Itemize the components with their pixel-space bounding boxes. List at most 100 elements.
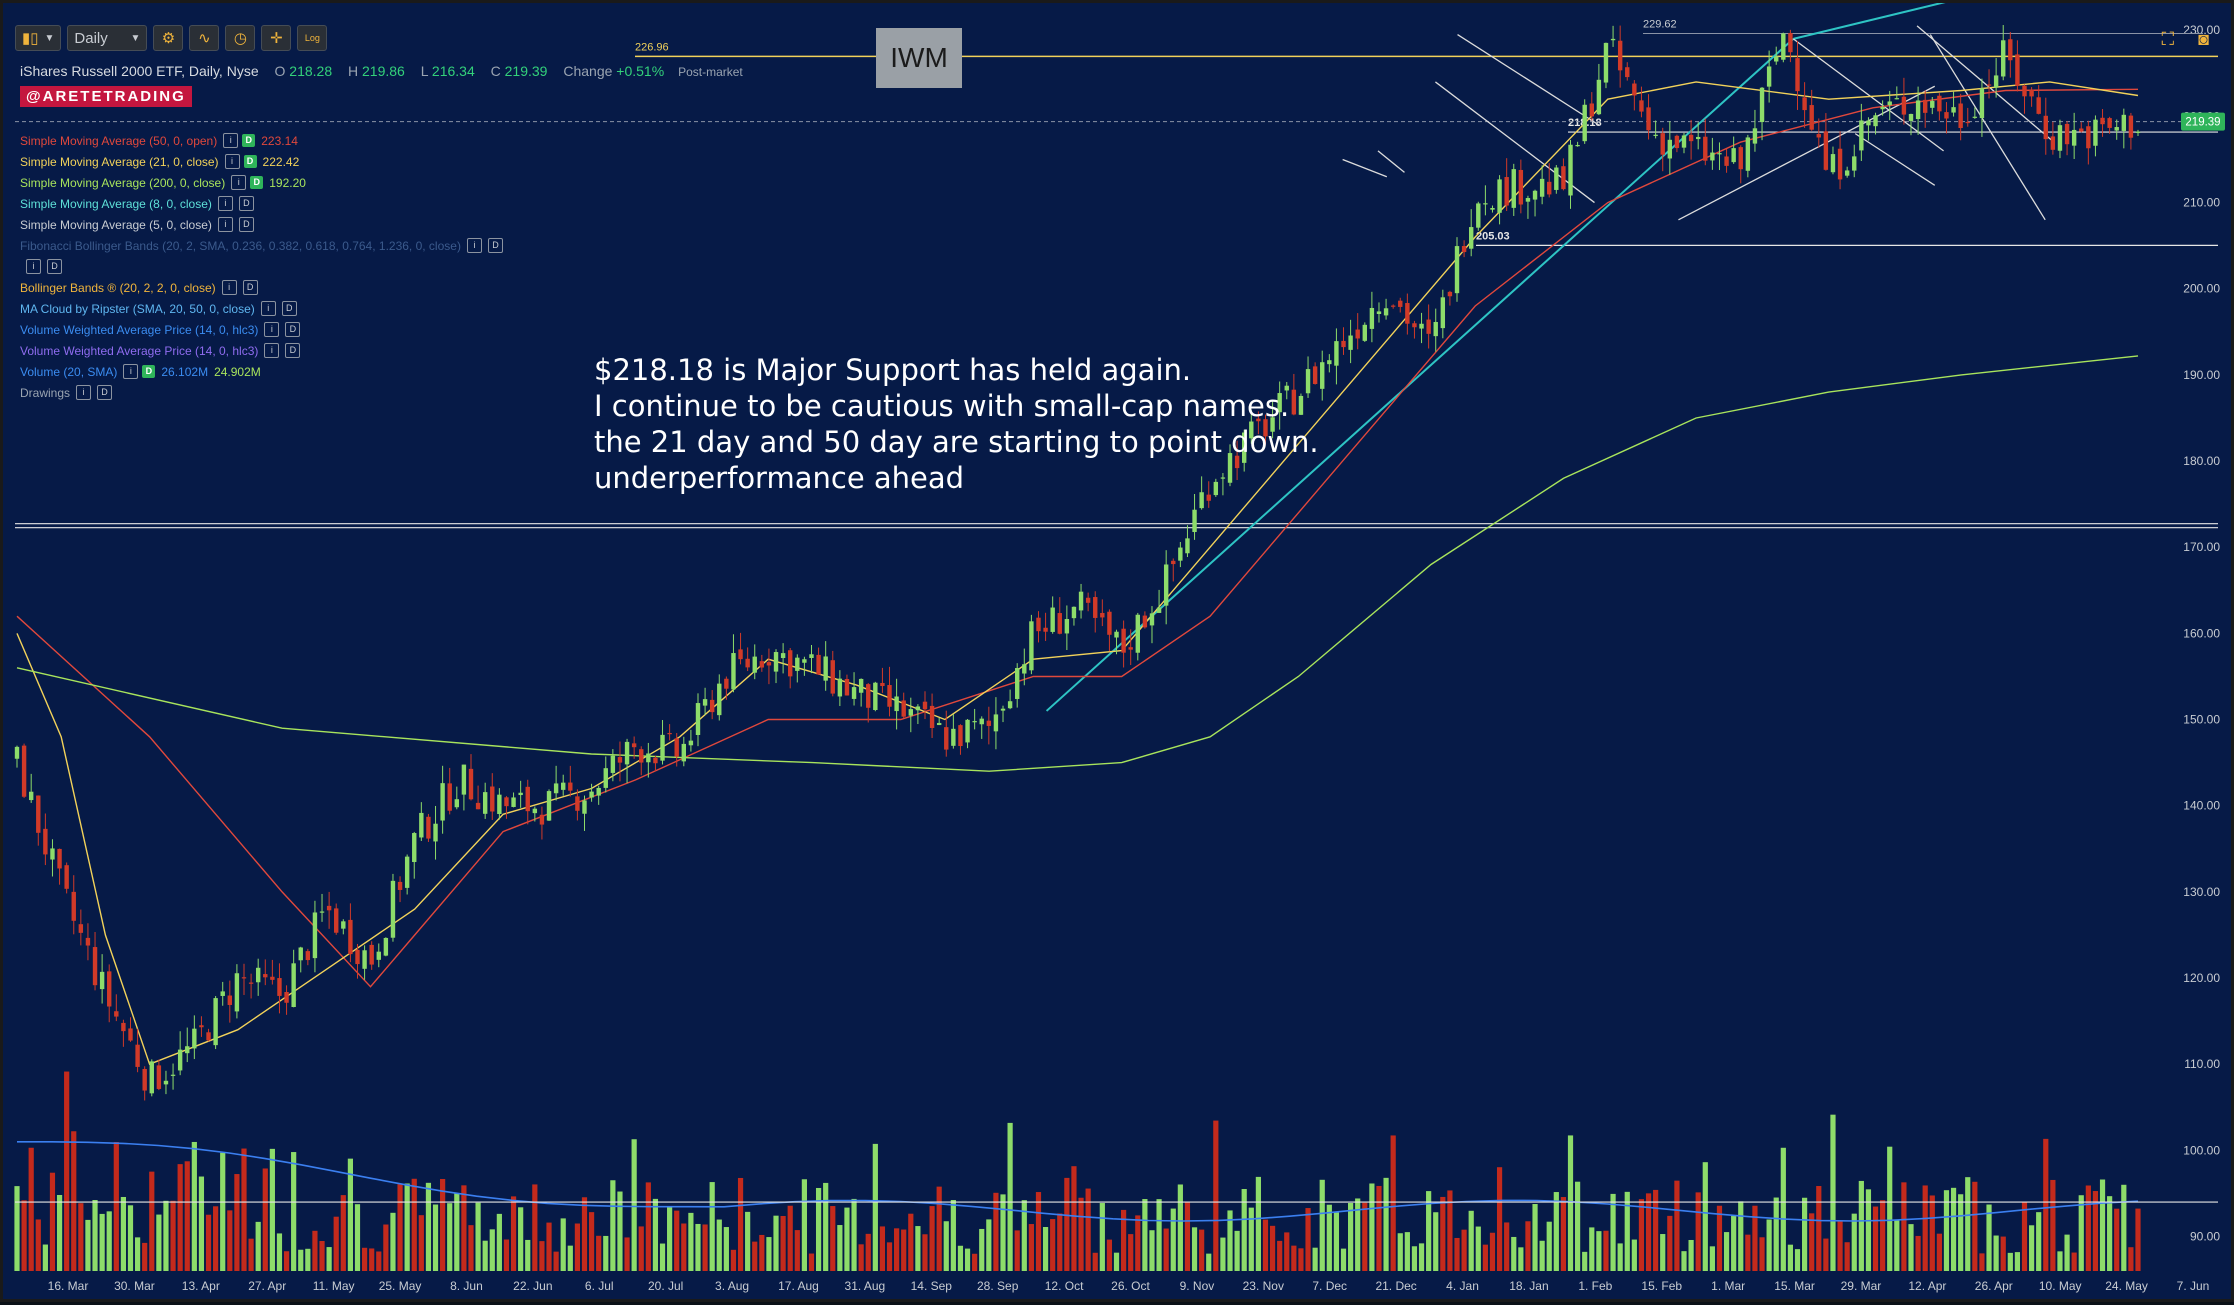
- volume-bar: [2057, 1251, 2063, 1271]
- y-tick-label: 130.00: [2183, 885, 2220, 899]
- change-label: Change: [563, 63, 613, 79]
- interval-select[interactable]: Daily ▼: [67, 25, 148, 51]
- candle-body: [1859, 120, 1864, 151]
- candle-body: [1100, 612, 1105, 618]
- data-window-icon[interactable]: D: [47, 259, 62, 274]
- volume-bar: [78, 1203, 84, 1271]
- y-tick-label: 90.00: [2190, 1230, 2220, 1244]
- candle-body: [851, 687, 857, 699]
- data-window-icon[interactable]: D: [243, 155, 257, 168]
- data-window-icon[interactable]: D: [281, 301, 297, 316]
- info-icon[interactable]: i: [217, 196, 233, 211]
- volume-bar: [2050, 1179, 2056, 1271]
- info-icon[interactable]: i: [264, 322, 280, 337]
- candle-body: [213, 998, 218, 1046]
- volume-bar: [1475, 1226, 1481, 1271]
- candle-body: [1220, 477, 1226, 479]
- x-tick-label: 9. Nov: [1180, 1279, 1215, 1293]
- x-tick-label: 18. Jan: [1509, 1279, 1548, 1293]
- legend-row[interactable]: Simple Moving Average (50, 0, open) i D 223…: [20, 130, 503, 151]
- chart-type-button[interactable]: ▮▯ ▼: [15, 25, 62, 51]
- volume-bar: [1433, 1212, 1439, 1271]
- candle-body: [1547, 181, 1552, 195]
- candle-body: [944, 727, 949, 750]
- candle-body: [284, 992, 289, 1003]
- log-scale-button[interactable]: Log: [297, 25, 328, 51]
- candle-body: [1781, 33, 1786, 60]
- legend-row[interactable]: Volume Weighted Average Price (14, 0, hl…: [20, 319, 503, 340]
- info-icon[interactable]: i: [264, 343, 280, 358]
- clock-button[interactable]: ◷: [225, 25, 256, 51]
- data-window-icon[interactable]: D: [242, 134, 256, 147]
- info-icon[interactable]: i: [466, 238, 482, 253]
- info-icon[interactable]: i: [76, 385, 92, 400]
- candle-body: [1965, 121, 1970, 124]
- data-window-icon[interactable]: D: [142, 365, 156, 378]
- candle-body: [653, 757, 658, 764]
- volume-bar: [1929, 1195, 1935, 1271]
- candle-body: [1993, 75, 1999, 88]
- volume-bar: [560, 1218, 566, 1271]
- camera-icon[interactable]: ◙: [2198, 29, 2209, 49]
- legend-row[interactable]: Volume (20, SMA) i D 26.102M 24.902M: [20, 361, 503, 382]
- candle-body: [561, 782, 566, 790]
- volume-bar: [1823, 1238, 1829, 1271]
- info-icon[interactable]: i: [224, 154, 240, 169]
- volume-bar: [1156, 1199, 1162, 1271]
- data-window-icon[interactable]: D: [238, 196, 254, 211]
- candle-body: [390, 880, 396, 938]
- data-window-icon[interactable]: D: [250, 176, 264, 189]
- volume-bar: [1880, 1200, 1886, 1271]
- info-icon[interactable]: i: [123, 364, 139, 379]
- candle-body: [936, 722, 942, 726]
- data-window-icon[interactable]: D: [238, 217, 254, 232]
- legend-row[interactable]: Simple Moving Average (200, 0, close) i D 1…: [20, 172, 503, 193]
- legend-row[interactable]: Bollinger Bands ® (20, 2, 2, 0, close) i D: [20, 277, 503, 298]
- legend-row[interactable]: Volume Weighted Average Price (14, 0, hl…: [20, 340, 503, 361]
- volume-bar: [1525, 1221, 1531, 1271]
- data-window-icon[interactable]: D: [97, 385, 113, 400]
- info-icon[interactable]: i: [26, 259, 41, 274]
- info-icon[interactable]: i: [231, 175, 247, 190]
- info-icon[interactable]: i: [217, 217, 233, 232]
- data-window-icon[interactable]: D: [487, 238, 503, 253]
- candle-body: [206, 1032, 211, 1041]
- candle-body: [802, 659, 807, 663]
- volume-bar: [1653, 1189, 1659, 1271]
- data-window-icon[interactable]: D: [285, 322, 301, 337]
- legend-row[interactable]: Simple Moving Average (5, 0, close) i D: [20, 214, 503, 235]
- volume-bar: [248, 1238, 254, 1271]
- candle-body: [724, 678, 729, 689]
- crosshair-button[interactable]: ✛: [261, 25, 292, 51]
- candle-body: [1837, 148, 1843, 180]
- info-icon[interactable]: i: [223, 133, 239, 148]
- last-price-label: 219.39: [2185, 117, 2220, 129]
- legend-row[interactable]: Fibonacci Bollinger Bands (20, 2, SMA, 0…: [20, 235, 503, 256]
- data-window-icon[interactable]: D: [242, 280, 258, 295]
- candle-body: [92, 947, 98, 986]
- volume-bar: [631, 1139, 637, 1271]
- candle-body: [858, 678, 864, 693]
- volume-bar: [553, 1251, 559, 1271]
- legend-row[interactable]: Drawings i D: [20, 382, 503, 403]
- settings-button[interactable]: ⚙: [153, 25, 184, 51]
- data-window-icon[interactable]: D: [285, 343, 301, 358]
- info-icon[interactable]: i: [221, 280, 237, 295]
- volume-bar: [1099, 1203, 1105, 1271]
- x-tick-label: 14. Sep: [911, 1279, 953, 1293]
- legend-row[interactable]: Simple Moving Average (21, 0, close) i D 22…: [20, 151, 503, 172]
- indicators-button[interactable]: ∿: [189, 25, 220, 51]
- legend-label: Volume (20, SMA): [20, 364, 118, 379]
- candle-body: [873, 682, 878, 711]
- price-chart[interactable]: 90.00 100.00 110.00 120.00 130.00 140.00 150.0…: [3, 3, 2234, 1305]
- legend-row[interactable]: Simple Moving Average (8, 0, close) i D: [20, 193, 503, 214]
- annotation-line: underperformance ahead: [594, 461, 965, 495]
- volume-bar: [1468, 1210, 1474, 1271]
- legend-row[interactable]: MA Cloud by Ripster (SMA, 20, 50, 0, clo…: [20, 298, 503, 319]
- candle-body: [1596, 79, 1602, 115]
- expand-icon[interactable]: ⛶: [2161, 29, 2175, 49]
- candle-body: [639, 749, 644, 763]
- candle-body: [2029, 89, 2034, 97]
- info-icon[interactable]: i: [260, 301, 276, 316]
